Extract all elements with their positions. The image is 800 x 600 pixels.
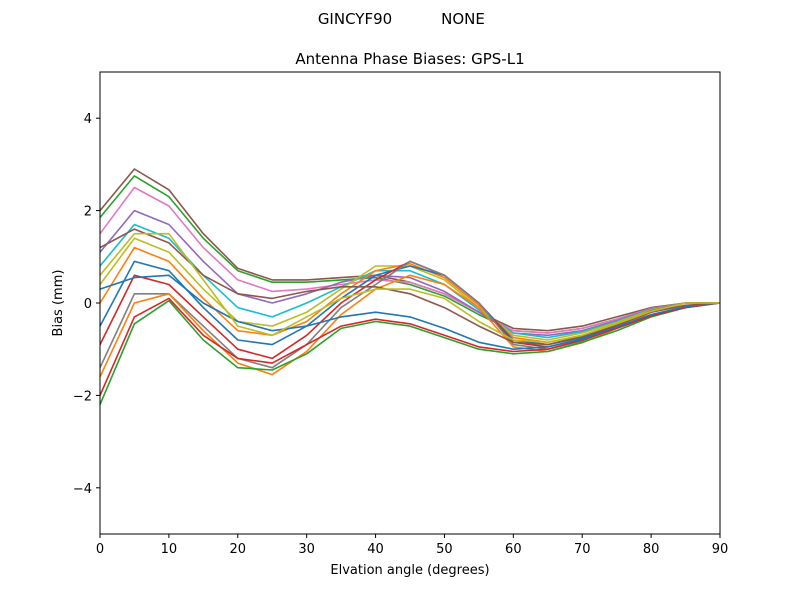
x-tick-label: 70 <box>574 542 591 557</box>
x-tick-label: 10 <box>161 542 178 557</box>
chart-suptitle-left: GINCYF90 <box>318 10 392 28</box>
x-tick-label: 30 <box>298 542 315 557</box>
x-tick-label: 20 <box>230 542 247 557</box>
series-line-3 <box>99 186 720 334</box>
x-tick-label: 60 <box>505 542 522 557</box>
y-axis-label: Bias (mm) <box>51 270 66 337</box>
x-tick-label: 40 <box>367 542 384 557</box>
series-line-15 <box>99 228 721 346</box>
series-line-12 <box>99 299 721 405</box>
plot-frame <box>99 71 721 535</box>
x-tick-label: 0 <box>96 542 104 557</box>
y-tick-label: 0 <box>84 297 92 312</box>
plot-lines <box>99 168 721 405</box>
y-tick-label: −4 <box>73 482 92 497</box>
y-tick-label: 4 <box>84 112 92 127</box>
series-line-14 <box>99 274 721 351</box>
series-line-13 <box>99 297 721 396</box>
series-line-4 <box>99 209 720 337</box>
series-line-8 <box>99 260 720 346</box>
y-tick-label: −2 <box>73 389 92 404</box>
x-tick-label: 50 <box>436 542 453 557</box>
y-axis-ticks: −4 −2 0 2 4 <box>73 112 100 497</box>
x-axis-label: Elvation angle (degrees) <box>330 563 489 578</box>
x-axis-ticks: 0 10 20 30 40 50 60 70 80 90 <box>96 534 728 557</box>
chart-title: Antenna Phase Biases: GPS-L1 <box>295 50 524 68</box>
chart-suptitle-right: NONE <box>441 10 485 28</box>
series-line-2 <box>99 175 720 334</box>
y-tick-label: 2 <box>84 205 92 220</box>
x-tick-label: 90 <box>712 542 729 557</box>
series-line-16 <box>99 232 720 344</box>
x-tick-label: 80 <box>643 542 660 557</box>
